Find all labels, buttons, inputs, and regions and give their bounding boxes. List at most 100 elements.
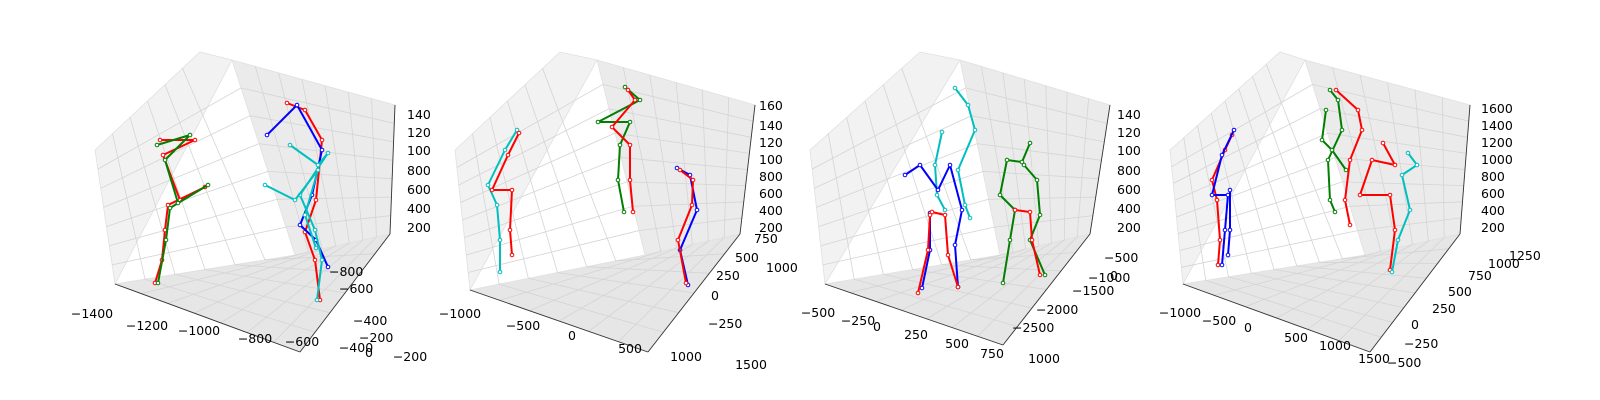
skeleton-joint	[952, 242, 958, 248]
gridline-z	[822, 215, 1093, 266]
skeleton-joint	[162, 157, 168, 163]
skeleton-joint	[167, 205, 173, 211]
skeleton-joint	[945, 252, 951, 258]
skeleton-joint	[1027, 209, 1033, 215]
skeleton-joint	[617, 142, 623, 148]
skeleton-bones	[156, 134, 209, 284]
x-tick-label: 1000	[670, 349, 702, 364]
gridline-z	[1171, 83, 1469, 168]
skeleton-joint	[637, 97, 643, 103]
skeleton-red	[489, 130, 522, 258]
skeleton-joint	[314, 297, 320, 303]
skeleton-joint	[319, 137, 325, 143]
skeleton-green	[1325, 87, 1345, 215]
pane-left	[1169, 51, 1306, 286]
skeleton-joint	[942, 212, 948, 218]
y-tick-label: −250	[1404, 336, 1438, 351]
z-tick-label: 400	[1117, 201, 1141, 216]
skeleton-joint	[621, 209, 627, 215]
z-tick-label: 140	[759, 118, 783, 133]
x-tick-label: −400	[339, 340, 373, 355]
x-tick-label: 0	[1244, 320, 1252, 335]
skeleton-joint	[155, 280, 161, 286]
skeleton-joint	[187, 132, 193, 138]
z-tick-label: 100	[407, 143, 431, 158]
gridline-y	[472, 133, 664, 333]
z-tick-label: 600	[407, 182, 431, 197]
gridlines	[1171, 64, 1469, 341]
z-tick-label: 200	[1117, 220, 1141, 235]
z-axis-line	[739, 104, 756, 235]
skeleton-joint	[625, 87, 631, 93]
skeleton-joint	[489, 187, 495, 193]
skeleton-joint	[1325, 157, 1331, 163]
z-tick-label: 120	[759, 135, 783, 150]
skeleton-joint	[615, 177, 621, 183]
skeleton-joint	[1343, 167, 1349, 173]
axes-3d-panel-1: −1400−1200 −1000−800 −600 −400−200−800−600−…	[71, 51, 431, 364]
skeleton-joint	[502, 147, 508, 153]
skeleton-joint	[312, 227, 318, 233]
pane-left	[94, 51, 233, 286]
skeleton-joint	[972, 127, 978, 133]
z-tick-label: 600	[759, 186, 783, 201]
skeleton-bones	[1335, 89, 1363, 226]
skeleton-bones	[1014, 209, 1041, 276]
skeleton-joint	[264, 132, 270, 138]
skeleton-cyan	[485, 127, 520, 275]
skeleton-joint	[485, 182, 491, 188]
skeleton-joint	[1332, 209, 1338, 215]
x-axis-line	[469, 289, 649, 353]
skeleton-joint	[1405, 150, 1411, 156]
skeleton-joint	[516, 130, 522, 136]
skeleton-red	[1357, 140, 1398, 273]
z-tick-label: 140	[1117, 107, 1141, 122]
gridline-z	[458, 108, 752, 186]
skeleton-joint	[683, 280, 689, 286]
x-tick-label: −250	[841, 313, 875, 328]
skeleton-green	[154, 132, 211, 286]
skeleton-joint	[677, 167, 683, 173]
gridline-y	[524, 84, 710, 274]
y-tick-label: 500	[1448, 284, 1472, 299]
skeleton-joint	[313, 197, 319, 203]
z-tick-label: 800	[759, 169, 783, 184]
x-tick-label: −1400	[71, 306, 113, 321]
x-tick-label: 0	[568, 328, 576, 343]
z-tick-label: 400	[407, 201, 431, 216]
skeleton-joint	[319, 147, 325, 153]
x-tick-label: −1000	[178, 323, 220, 338]
pane-floor	[468, 233, 741, 353]
skeleton-joint	[1399, 172, 1405, 178]
z-tick-label: 800	[407, 163, 431, 178]
skeleton-bones	[934, 131, 946, 211]
y-tick-label: 1000	[766, 260, 798, 275]
skeleton-joint	[690, 177, 696, 183]
skeleton-joint	[942, 207, 948, 213]
skeleton-red	[915, 212, 933, 296]
skeleton-joint	[1329, 147, 1335, 153]
gridline-z	[811, 87, 1108, 170]
skeleton-bones	[487, 129, 518, 272]
skeleton-joint	[694, 207, 700, 213]
skeleton-joint	[627, 177, 633, 183]
gridline-y	[1238, 88, 1427, 279]
skeleton-joint	[674, 165, 680, 171]
gridline-y	[507, 100, 695, 294]
skeleton-joint	[1380, 140, 1386, 146]
skeleton-joint	[1037, 212, 1043, 218]
skeleton-joint	[955, 167, 961, 173]
skeleton-joint	[325, 264, 331, 270]
gridline-z	[106, 170, 393, 227]
skeleton-joint	[1227, 187, 1233, 193]
x-tick-label: −800	[238, 331, 272, 346]
gridline-y	[1252, 76, 1438, 264]
skeleton-joint	[915, 290, 921, 296]
gridline-y	[182, 68, 376, 261]
skeleton-cyan	[932, 129, 948, 213]
y-tick-label: 250	[1432, 301, 1456, 316]
y-axis-line	[1002, 233, 1091, 346]
z-tick-label: 120	[407, 125, 431, 140]
gridline-y	[1210, 113, 1404, 309]
x-tick-label: 1000	[1028, 351, 1060, 366]
